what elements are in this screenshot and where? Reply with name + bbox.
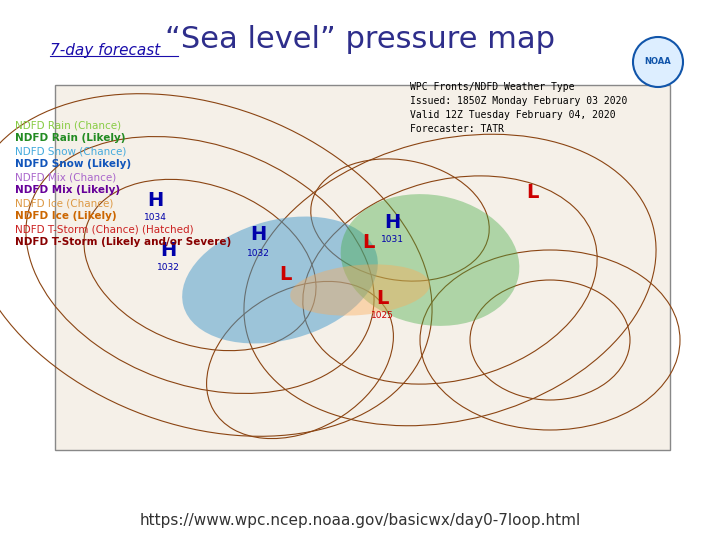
FancyBboxPatch shape bbox=[55, 85, 670, 450]
Text: 1031: 1031 bbox=[380, 235, 403, 245]
Text: NDFD Rain (Chance): NDFD Rain (Chance) bbox=[15, 120, 121, 130]
Text: H: H bbox=[147, 191, 163, 210]
Text: H: H bbox=[250, 226, 266, 245]
Text: H: H bbox=[160, 240, 176, 260]
Text: NDFD Ice (Likely): NDFD Ice (Likely) bbox=[15, 211, 117, 221]
Text: 1032: 1032 bbox=[156, 264, 179, 273]
Text: NDFD T-Storm (Likely and/or Severe): NDFD T-Storm (Likely and/or Severe) bbox=[15, 237, 231, 247]
Text: NOAA: NOAA bbox=[644, 57, 671, 66]
Text: 1034: 1034 bbox=[143, 213, 166, 222]
Ellipse shape bbox=[182, 217, 378, 343]
Text: NDFD Rain (Likely): NDFD Rain (Likely) bbox=[15, 133, 125, 143]
Text: 7-day forecast: 7-day forecast bbox=[50, 43, 161, 57]
Circle shape bbox=[633, 37, 683, 87]
Text: NDFD Mix (Likely): NDFD Mix (Likely) bbox=[15, 185, 120, 195]
Ellipse shape bbox=[290, 265, 430, 316]
Text: L: L bbox=[279, 266, 291, 285]
Text: NDFD T-Storm (Chance) (Hatched): NDFD T-Storm (Chance) (Hatched) bbox=[15, 224, 194, 234]
Text: WPC Fronts/NDFD Weather Type
Issued: 1850Z Monday February 03 2020
Valid 12Z Tue: WPC Fronts/NDFD Weather Type Issued: 185… bbox=[410, 82, 627, 134]
Ellipse shape bbox=[341, 194, 519, 326]
Text: https://www.wpc.ncep.noaa.gov/basicwx/day0-7loop.html: https://www.wpc.ncep.noaa.gov/basicwx/da… bbox=[140, 513, 580, 528]
Text: L: L bbox=[362, 233, 374, 252]
Text: L: L bbox=[526, 183, 538, 201]
Text: 1032: 1032 bbox=[246, 248, 269, 258]
Text: NDFD Snow (Likely): NDFD Snow (Likely) bbox=[15, 159, 131, 169]
Text: L: L bbox=[376, 288, 388, 307]
Text: NDFD Mix (Chance): NDFD Mix (Chance) bbox=[15, 172, 116, 182]
Text: NDFD Snow (Chance): NDFD Snow (Chance) bbox=[15, 146, 127, 156]
Text: “Sea level” pressure map: “Sea level” pressure map bbox=[165, 25, 555, 54]
Text: NDFD Ice (Chance): NDFD Ice (Chance) bbox=[15, 198, 113, 208]
Text: 1025: 1025 bbox=[371, 312, 393, 321]
Text: H: H bbox=[384, 213, 400, 232]
